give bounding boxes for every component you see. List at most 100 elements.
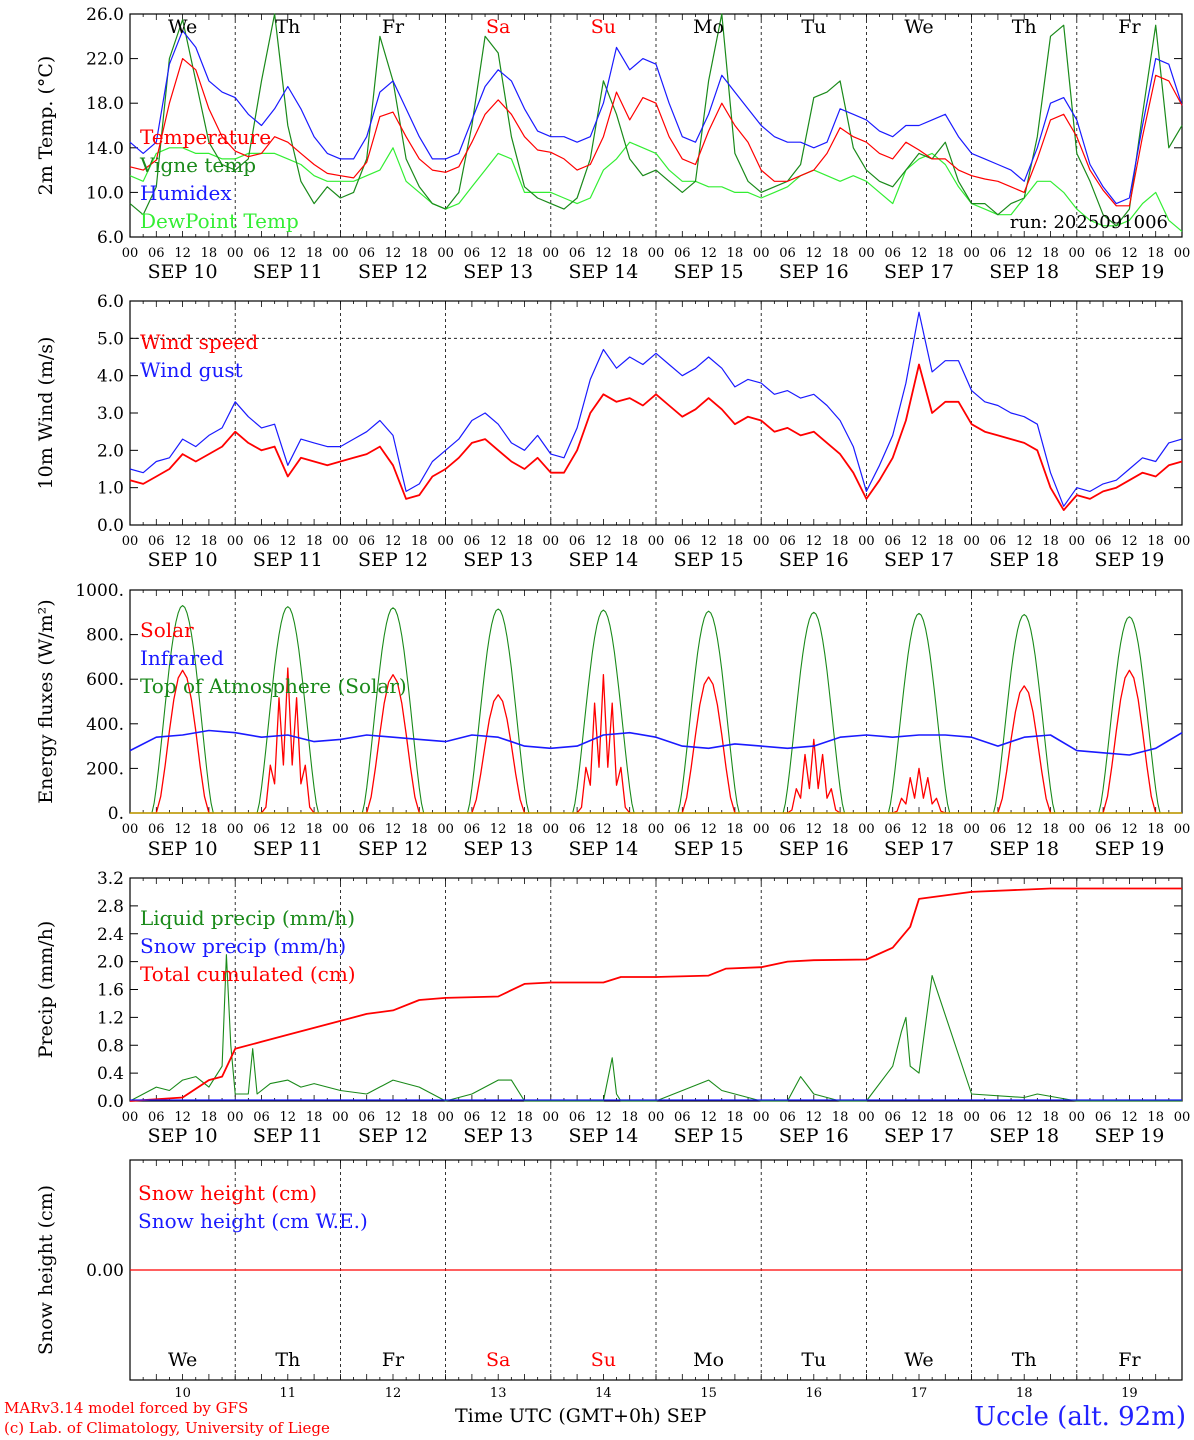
x-hour-tick-label: 00 [1174, 822, 1191, 837]
day-number-label: 15 [700, 1386, 717, 1400]
x-hour-tick-label: 12 [1016, 534, 1033, 549]
x-hour-tick-label: 18 [516, 246, 533, 261]
x-hour-tick-label: 00 [1069, 534, 1086, 549]
legend-entry: Top of Atmosphere (Solar) [140, 674, 407, 698]
x-date-label: SEP 10 [148, 549, 218, 571]
day-name-label: We [168, 16, 197, 38]
toa-solar-arc [463, 608, 534, 814]
x-hour-tick-label: 06 [358, 822, 375, 837]
x-hour-tick-label: 12 [1016, 822, 1033, 837]
x-date-label: SEP 16 [779, 261, 849, 283]
y-tick-label: 6.0 [97, 292, 124, 312]
series-line [129, 141, 1183, 232]
x-date-label: SEP 15 [674, 549, 744, 571]
x-hour-tick-label: 12 [490, 822, 507, 837]
y-tick-label: 1.6 [97, 981, 124, 1001]
x-date-label: SEP 14 [568, 261, 638, 283]
x-hour-tick-label: 00 [227, 822, 244, 837]
toa-solar-arc [568, 609, 639, 814]
y-tick-label: 1.0 [97, 479, 124, 499]
x-hour-tick-label: 00 [437, 1110, 454, 1125]
panel-0-ylabel: 2m Temp. (°C) [35, 56, 57, 196]
y-tick-label: 1000. [75, 581, 124, 601]
x-hour-tick-label: 00 [648, 1110, 665, 1125]
x-hour-tick-label: 00 [1069, 246, 1086, 261]
x-hour-tick-label: 18 [1042, 246, 1059, 261]
x-hour-tick-label: 00 [332, 534, 349, 549]
x-date-label: SEP 12 [358, 838, 428, 860]
x-hour-tick-label: 18 [1042, 534, 1059, 549]
solar-curve [783, 738, 845, 814]
run-annotation: run: 2025091006 [1010, 212, 1168, 233]
x-date-label: SEP 12 [358, 1125, 428, 1147]
x-hour-tick-label: 18 [727, 822, 744, 837]
x-hour-tick-label: 12 [595, 246, 612, 261]
x-hour-tick-label: 18 [516, 534, 533, 549]
legend-entry: DewPoint Temp [140, 209, 299, 233]
toa-solar-arc [357, 607, 429, 814]
x-date-label: SEP 19 [1094, 261, 1164, 283]
y-tick-label: 800. [86, 626, 124, 646]
x-hour-tick-label: 00 [227, 534, 244, 549]
model-credit: MARv3.14 model forced by GFS [4, 1399, 249, 1417]
x-hour-tick-label: 12 [806, 822, 823, 837]
x-hour-tick-label: 06 [253, 246, 270, 261]
x-date-label: SEP 13 [463, 1125, 533, 1147]
toa-solar-arc [989, 613, 1060, 814]
panel-1-frame [129, 300, 1183, 526]
y-tick-label: 10.0 [86, 183, 124, 203]
series-line [129, 13, 1183, 227]
x-hour-tick-label: 00 [858, 822, 875, 837]
legend-entry: Wind speed [140, 330, 258, 354]
x-hour-tick-label: 12 [490, 246, 507, 261]
x-hour-tick-label: 00 [122, 822, 139, 837]
day-name-label: Th [1012, 16, 1037, 38]
day-name-label: Mo [693, 1349, 724, 1371]
x-date-label: SEP 17 [884, 549, 954, 571]
y-tick-label: 0.0 [97, 516, 124, 536]
x-hour-tick-label: 18 [306, 1110, 323, 1125]
liquid-precip-line [129, 954, 1182, 1102]
toa-solar-arc [673, 610, 744, 814]
x-hour-tick-label: 12 [1016, 246, 1033, 261]
x-hour-tick-label: 18 [832, 822, 849, 837]
x-hour-tick-label: 06 [569, 822, 586, 837]
x-hour-tick-label: 18 [516, 822, 533, 837]
legend-entry: Wind gust [140, 358, 243, 382]
x-hour-tick-label: 06 [148, 1110, 165, 1125]
infrared-line [129, 729, 1183, 756]
solar-curve [467, 694, 529, 814]
toa-solar-arc [1094, 616, 1165, 814]
legend-entry: Vigne temp [139, 153, 256, 177]
x-hour-tick-label: 06 [148, 534, 165, 549]
x-hour-tick-label: 00 [858, 534, 875, 549]
panel-3-ylabel: Precip (mm/h) [35, 921, 57, 1059]
x-hour-tick-label: 18 [621, 246, 638, 261]
x-hour-tick-label: 06 [990, 534, 1007, 549]
x-hour-tick-label: 12 [911, 822, 928, 837]
x-hour-tick-label: 00 [1174, 246, 1191, 261]
x-hour-tick-label: 06 [569, 1110, 586, 1125]
x-hour-tick-label: 06 [464, 534, 481, 549]
x-hour-tick-label: 00 [227, 246, 244, 261]
day-number-label: 13 [490, 1386, 507, 1400]
x-hour-tick-label: 00 [1069, 1110, 1086, 1125]
x-hour-tick-label: 18 [411, 246, 428, 261]
x-hour-tick-label: 00 [858, 1110, 875, 1125]
x-hour-tick-label: 00 [122, 1110, 139, 1125]
y-tick-label: 0. [108, 804, 124, 824]
x-hour-tick-label: 06 [569, 534, 586, 549]
x-date-label: SEP 15 [674, 838, 744, 860]
y-tick-label: 0.4 [97, 1064, 124, 1084]
series-line [129, 363, 1183, 512]
x-hour-tick-label: 18 [937, 1110, 954, 1125]
y-tick-label: 1.2 [97, 1008, 124, 1028]
legend-entry: Snow precip (mm/h) [140, 934, 346, 958]
day-name-label: We [168, 1349, 197, 1371]
x-hour-tick-label: 00 [437, 822, 454, 837]
x-hour-tick-label: 00 [543, 246, 560, 261]
y-tick-label: 3.0 [97, 404, 124, 424]
x-hour-tick-label: 12 [700, 246, 717, 261]
x-date-label: SEP 11 [253, 261, 323, 283]
x-hour-tick-label: 00 [543, 534, 560, 549]
